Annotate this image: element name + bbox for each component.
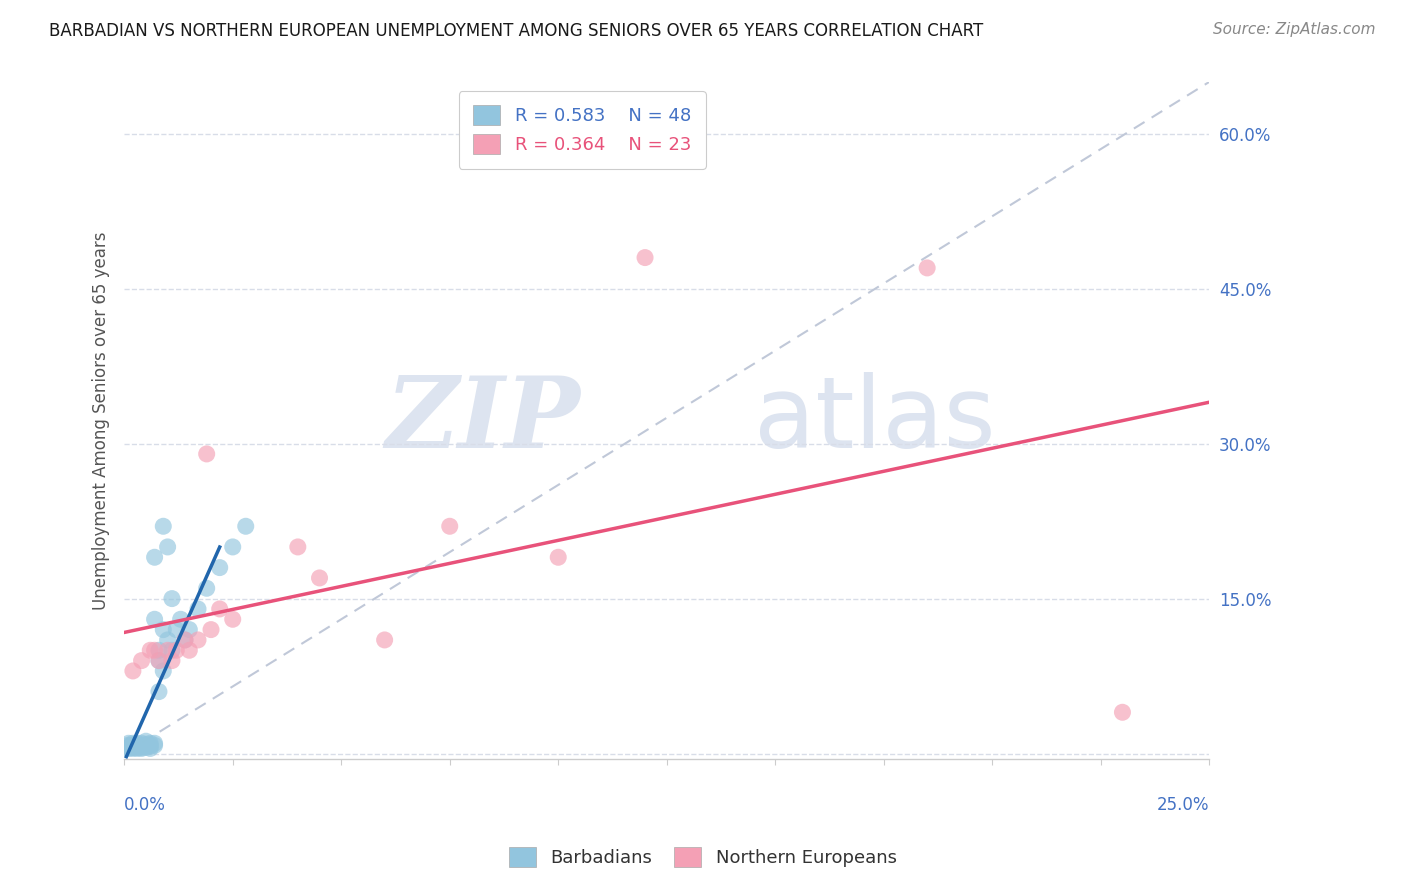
Point xyxy=(547,550,569,565)
Point xyxy=(200,623,222,637)
Point xyxy=(179,623,201,637)
Point xyxy=(287,540,309,554)
Point xyxy=(117,741,139,756)
Point xyxy=(156,540,179,554)
Point xyxy=(169,612,191,626)
Point xyxy=(208,560,231,574)
Point xyxy=(148,654,170,668)
Point xyxy=(174,632,197,647)
Point xyxy=(160,591,183,606)
Text: 0.0%: 0.0% xyxy=(124,796,166,814)
Legend: R = 0.583    N = 48, R = 0.364    N = 23: R = 0.583 N = 48, R = 0.364 N = 23 xyxy=(458,91,706,169)
Text: atlas: atlas xyxy=(754,372,995,469)
Point xyxy=(222,612,245,626)
Point xyxy=(165,643,187,657)
Point xyxy=(115,741,138,756)
Legend: Barbadians, Northern Europeans: Barbadians, Northern Europeans xyxy=(502,839,904,874)
Point xyxy=(139,739,162,754)
Point xyxy=(148,643,170,657)
Point xyxy=(131,740,153,755)
Point xyxy=(139,741,162,756)
Point xyxy=(634,251,657,265)
Point xyxy=(120,739,142,753)
Point xyxy=(131,736,153,750)
Text: BARBADIAN VS NORTHERN EUROPEAN UNEMPLOYMENT AMONG SENIORS OVER 65 YEARS CORRELAT: BARBADIAN VS NORTHERN EUROPEAN UNEMPLOYM… xyxy=(49,22,983,40)
Point xyxy=(139,739,162,753)
Point xyxy=(235,519,257,533)
Point xyxy=(187,632,209,647)
Point xyxy=(152,664,174,678)
Point xyxy=(124,739,146,753)
Point xyxy=(160,654,183,668)
Point xyxy=(187,602,209,616)
Point xyxy=(131,741,153,756)
Point xyxy=(148,684,170,698)
Point xyxy=(179,643,201,657)
Point xyxy=(117,739,139,753)
Point xyxy=(143,612,166,626)
Point xyxy=(143,643,166,657)
Y-axis label: Unemployment Among Seniors over 65 years: Unemployment Among Seniors over 65 years xyxy=(93,231,110,609)
Point xyxy=(139,643,162,657)
Point xyxy=(208,602,231,616)
Point xyxy=(127,741,149,756)
Point xyxy=(165,623,187,637)
Point xyxy=(117,736,139,750)
Point xyxy=(131,739,153,753)
Point xyxy=(135,737,157,751)
Point xyxy=(135,739,157,753)
Point xyxy=(156,632,179,647)
Point xyxy=(131,654,153,668)
Point xyxy=(143,550,166,565)
Point xyxy=(122,736,145,750)
Point xyxy=(127,740,149,755)
Point xyxy=(139,736,162,750)
Point xyxy=(915,260,938,275)
Point xyxy=(156,643,179,657)
Point xyxy=(122,741,145,756)
Point xyxy=(127,736,149,750)
Point xyxy=(122,740,145,755)
Text: Source: ZipAtlas.com: Source: ZipAtlas.com xyxy=(1212,22,1375,37)
Point xyxy=(143,739,166,753)
Point xyxy=(439,519,461,533)
Point xyxy=(195,581,218,595)
Point xyxy=(152,519,174,533)
Text: 25.0%: 25.0% xyxy=(1157,796,1209,814)
Point xyxy=(160,643,183,657)
Point xyxy=(195,447,218,461)
Point xyxy=(174,632,197,647)
Point xyxy=(135,734,157,748)
Point xyxy=(143,736,166,750)
Point xyxy=(222,540,245,554)
Point xyxy=(152,623,174,637)
Point xyxy=(127,739,149,754)
Point xyxy=(308,571,330,585)
Point xyxy=(135,740,157,755)
Point xyxy=(122,664,145,678)
Point xyxy=(1111,706,1133,720)
Text: ZIP: ZIP xyxy=(385,372,579,468)
Point xyxy=(374,632,396,647)
Point xyxy=(148,654,170,668)
